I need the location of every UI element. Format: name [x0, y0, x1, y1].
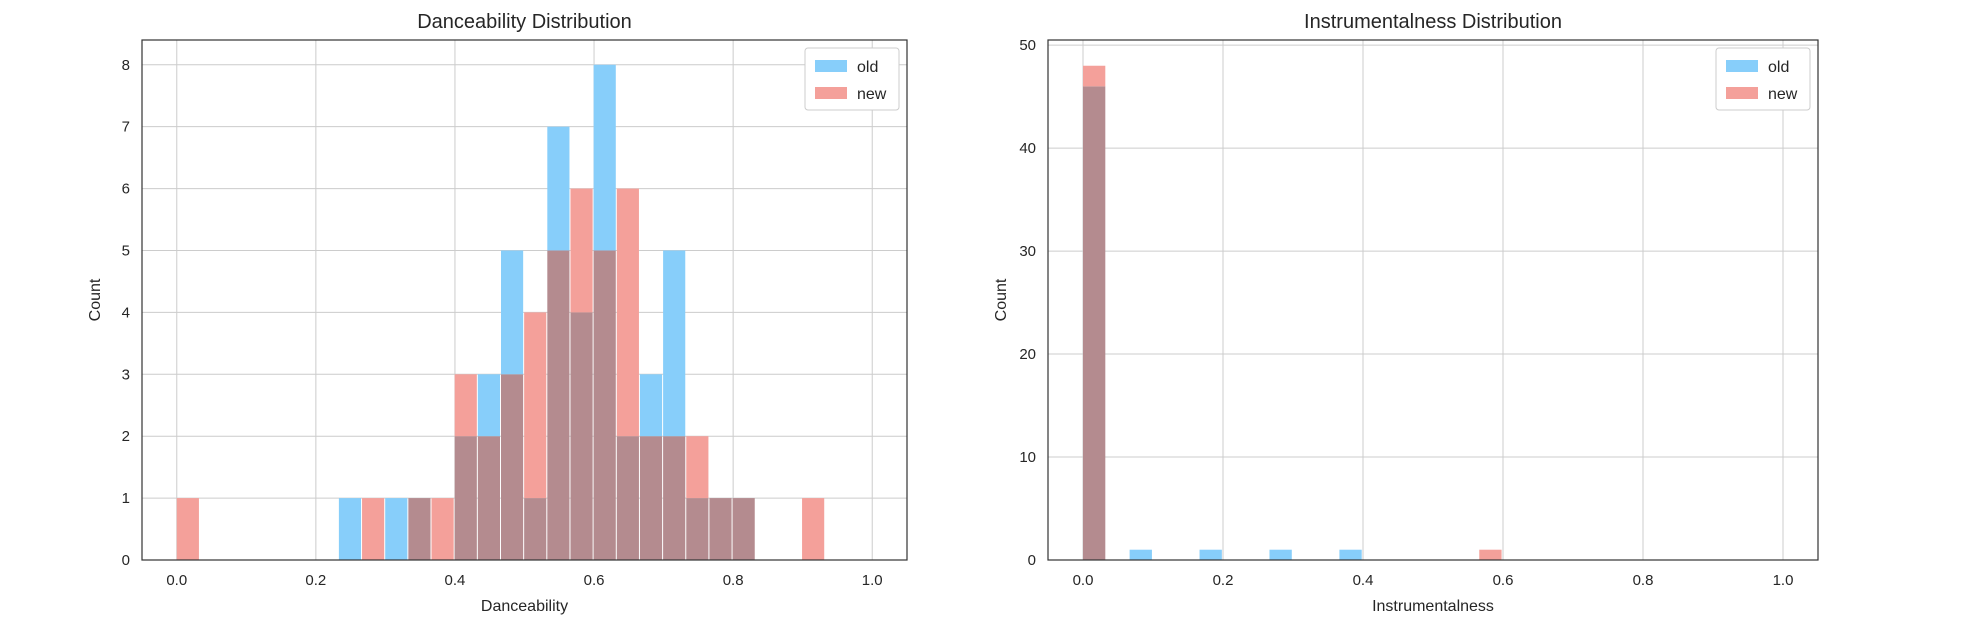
bars-layer — [176, 64, 825, 560]
bar-new — [616, 188, 639, 437]
y-tick-label: 4 — [122, 304, 130, 321]
y-tick-label: 0 — [122, 552, 130, 569]
y-tick-label: 3 — [122, 366, 130, 383]
x-tick-label: 1.0 — [862, 572, 883, 589]
x-tick-label: 1.0 — [1773, 572, 1794, 589]
bar-new — [686, 436, 709, 499]
y-tick-label: 5 — [122, 242, 130, 259]
x-tick-label: 0.2 — [305, 572, 326, 589]
danceability-chart: Danceability Distribution Danceability C… — [87, 11, 908, 615]
legend-label-old: old — [857, 59, 878, 76]
bar-overlap — [663, 436, 686, 560]
grid-layer — [1048, 40, 1818, 561]
x-tick-label: 0.6 — [1493, 572, 1514, 589]
x-tick-label: 0.4 — [1353, 572, 1374, 589]
bar-overlap — [408, 498, 431, 560]
y-tick-label: 10 — [1019, 449, 1036, 466]
x-tick-label: 0.2 — [1213, 572, 1234, 589]
bar-new — [362, 498, 385, 560]
bar-old — [1129, 549, 1152, 560]
bar-new — [524, 312, 547, 499]
y-tick-label: 50 — [1019, 37, 1036, 54]
plot-frame — [1047, 39, 1819, 561]
x-axis-label: Danceability — [481, 598, 568, 615]
x-tick-label: 0.8 — [723, 572, 744, 589]
grid-layer — [142, 40, 907, 561]
chart-title: Instrumentalness Distribution — [1304, 11, 1562, 33]
bars-layer — [1083, 65, 1502, 560]
legend-label-new: new — [857, 86, 887, 103]
y-axis-label: Count — [993, 278, 1010, 321]
bar-overlap — [709, 498, 732, 560]
bar-old — [663, 250, 686, 437]
bar-overlap — [639, 436, 663, 560]
ticks-layer: 0.0 0.2 0.4 0.6 0.8 1.0 0 10 20 30 40 50 — [1019, 37, 1793, 589]
bar-old — [338, 498, 362, 560]
y-tick-label: 40 — [1019, 140, 1036, 157]
x-tick-label: 0.6 — [584, 572, 605, 589]
y-tick-label: 0 — [1028, 552, 1036, 569]
bar-overlap — [500, 374, 524, 560]
x-axis-label: Instrumentalness — [1372, 598, 1494, 615]
legend-label-new: new — [1768, 86, 1798, 103]
x-tick-label: 0.4 — [445, 572, 466, 589]
legend-swatch-old — [1726, 60, 1758, 72]
bar-old — [639, 374, 663, 437]
y-tick-label: 20 — [1019, 346, 1036, 363]
bar-old — [547, 126, 570, 251]
y-tick-label: 6 — [122, 181, 130, 198]
bar-overlap — [454, 436, 477, 560]
plot-frame — [141, 39, 908, 561]
y-tick-label: 30 — [1019, 243, 1036, 260]
bar-old — [1199, 549, 1222, 560]
bar-overlap — [616, 436, 639, 560]
bar-overlap — [570, 312, 593, 560]
bar-overlap — [593, 250, 616, 560]
instrumentalness-chart: Instrumentalness Distribution Instrument… — [993, 11, 1819, 615]
bar-new — [570, 188, 593, 313]
bar-overlap — [524, 498, 547, 560]
bar-overlap — [1083, 86, 1106, 560]
ticks-layer: 0.0 0.2 0.4 0.6 0.8 1.0 0 1 2 3 4 5 6 7 8 — [122, 57, 883, 589]
bar-new — [176, 498, 199, 560]
y-axis-label: Count — [87, 278, 104, 321]
bar-new — [431, 498, 454, 560]
y-tick-label: 1 — [122, 490, 130, 507]
legend: old new — [804, 47, 900, 111]
bar-overlap — [732, 498, 755, 560]
legend-swatch-old — [815, 60, 847, 72]
legend: old new — [1715, 47, 1811, 111]
bar-old — [1269, 549, 1292, 560]
bar-old — [1339, 549, 1362, 560]
y-tick-label: 7 — [122, 119, 130, 136]
x-tick-label: 0.8 — [1633, 572, 1654, 589]
bar-new — [802, 498, 825, 560]
bar-new — [454, 374, 477, 437]
chart-title: Danceability Distribution — [417, 11, 632, 33]
legend-swatch-new — [815, 87, 847, 99]
bar-new — [1083, 65, 1106, 87]
legend-swatch-new — [1726, 87, 1758, 99]
x-tick-label: 0.0 — [1073, 572, 1094, 589]
bar-old — [500, 250, 524, 375]
bar-overlap — [477, 436, 500, 560]
bar-old — [385, 498, 408, 560]
bar-overlap — [547, 250, 570, 560]
y-tick-label: 2 — [122, 428, 130, 445]
y-tick-label: 8 — [122, 57, 130, 74]
x-tick-label: 0.0 — [166, 572, 187, 589]
bar-new — [1479, 549, 1502, 560]
bar-overlap — [686, 498, 709, 560]
legend-label-old: old — [1768, 59, 1789, 76]
bar-old — [593, 64, 616, 251]
bar-old — [477, 374, 500, 437]
